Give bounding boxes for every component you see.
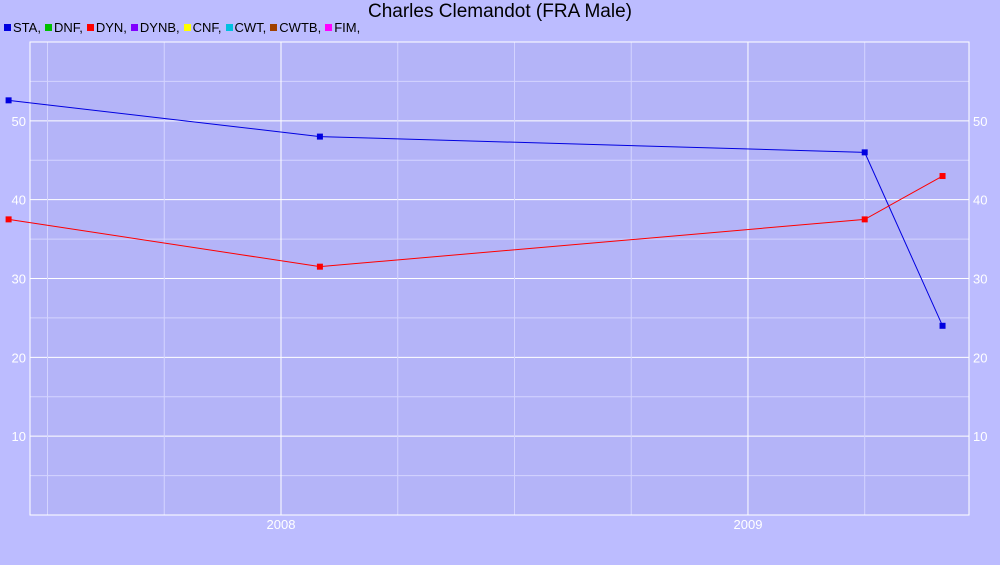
legend-label: FIM, xyxy=(334,20,361,35)
legend-item-fim: FIM, xyxy=(325,20,360,35)
y-tick-label-left: 20 xyxy=(12,350,26,365)
data-point-dyn xyxy=(316,263,323,270)
x-tick-label: 2009 xyxy=(734,517,763,532)
legend-swatch xyxy=(44,24,52,31)
legend-swatch xyxy=(130,24,138,31)
data-point-sta xyxy=(939,322,946,329)
y-tick-label-right: 50 xyxy=(973,114,987,129)
legend-label: STA, xyxy=(13,20,41,35)
legend-label: CWT, xyxy=(234,20,267,35)
data-point-sta xyxy=(861,149,868,156)
legend-label: CWTB, xyxy=(279,20,322,35)
legend-swatch xyxy=(270,24,278,31)
legend-swatch xyxy=(225,24,233,31)
legend-item-dnf: DNF, xyxy=(44,20,83,35)
x-tick-label: 2008 xyxy=(267,517,296,532)
y-tick-label-left: 40 xyxy=(12,193,26,208)
chart-legend: STA, DNF, DYN, DYNB, CNF, CWT, CWTB, FIM, xyxy=(4,20,364,35)
legend-item-cwtb: CWTB, xyxy=(270,20,321,35)
data-point-sta xyxy=(316,133,323,140)
data-point-dyn xyxy=(939,173,946,180)
legend-swatch xyxy=(86,24,94,31)
legend-item-dynb: DYNB, xyxy=(130,20,180,35)
legend-swatch xyxy=(325,24,333,31)
chart-title: Charles Clemandot (FRA Male) xyxy=(368,1,632,22)
y-tick-label-right: 20 xyxy=(973,350,987,365)
data-point-dyn xyxy=(861,216,868,223)
legend-item-cwt: CWT, xyxy=(225,20,267,35)
legend-label: DYNB, xyxy=(139,20,180,35)
legend-swatch xyxy=(183,24,191,31)
y-tick-label-left: 50 xyxy=(12,114,26,129)
data-point-dyn xyxy=(5,216,12,223)
legend-label: DYN, xyxy=(95,20,127,35)
y-tick-label-left: 10 xyxy=(12,429,26,444)
legend-item-dyn: DYN, xyxy=(86,20,127,35)
series-line-dyn xyxy=(8,175,943,268)
series-line-sta xyxy=(8,99,943,327)
legend-item-sta: STA, xyxy=(4,20,41,35)
legend-label: CNF, xyxy=(192,20,222,35)
y-tick-label-left: 30 xyxy=(12,272,26,287)
data-point-sta xyxy=(5,97,12,104)
y-tick-label-right: 30 xyxy=(973,272,987,287)
y-tick-label-right: 10 xyxy=(973,429,987,444)
y-tick-label-right: 40 xyxy=(973,193,987,208)
legend-label: DNF, xyxy=(53,20,83,35)
legend-swatch xyxy=(4,24,11,31)
plot-border xyxy=(29,41,970,516)
legend-item-cnf: CNF, xyxy=(183,20,222,35)
